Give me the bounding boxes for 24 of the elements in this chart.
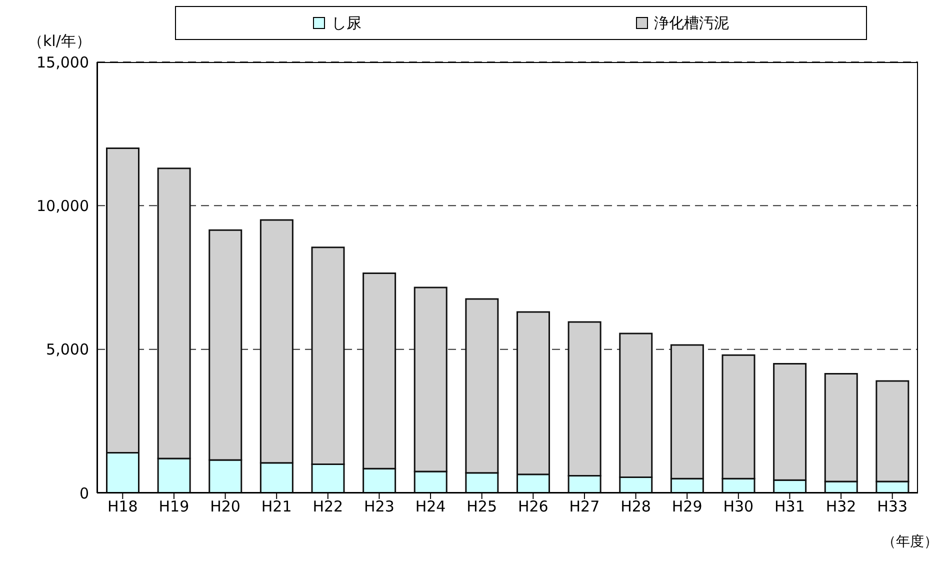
x-tick-label: H24: [415, 498, 446, 516]
x-tick-label: H20: [210, 498, 240, 516]
x-tick-label: H22: [312, 498, 344, 516]
x-tick-label: H32: [826, 498, 856, 516]
y-tick-label: 10,000: [36, 196, 89, 215]
legend-label: し尿: [331, 14, 362, 32]
x-tick-label: H27: [569, 498, 600, 516]
x-tick-label: H21: [261, 498, 292, 516]
y-tick-label: 0: [79, 484, 89, 502]
y-tick-label: 5,000: [46, 340, 89, 359]
x-tick-label: H26: [518, 498, 548, 516]
x-tick-label: H23: [364, 498, 394, 516]
y-axis-title: （kl/年）: [28, 32, 91, 51]
x-tick-label: H28: [620, 498, 651, 516]
x-tick-label: H18: [107, 498, 138, 516]
y-tick-label: 15,000: [36, 53, 89, 72]
x-tick-label: H19: [158, 498, 190, 516]
x-tick-label: H25: [466, 498, 498, 516]
x-tick-label: H33: [877, 498, 908, 516]
x-axis-title: （年度）: [882, 533, 938, 551]
legend-label: 浄化槽汚泥: [654, 14, 729, 32]
x-tick-label: H31: [774, 498, 805, 516]
x-tick-label: H30: [723, 498, 754, 516]
x-tick-label: H29: [672, 498, 702, 516]
